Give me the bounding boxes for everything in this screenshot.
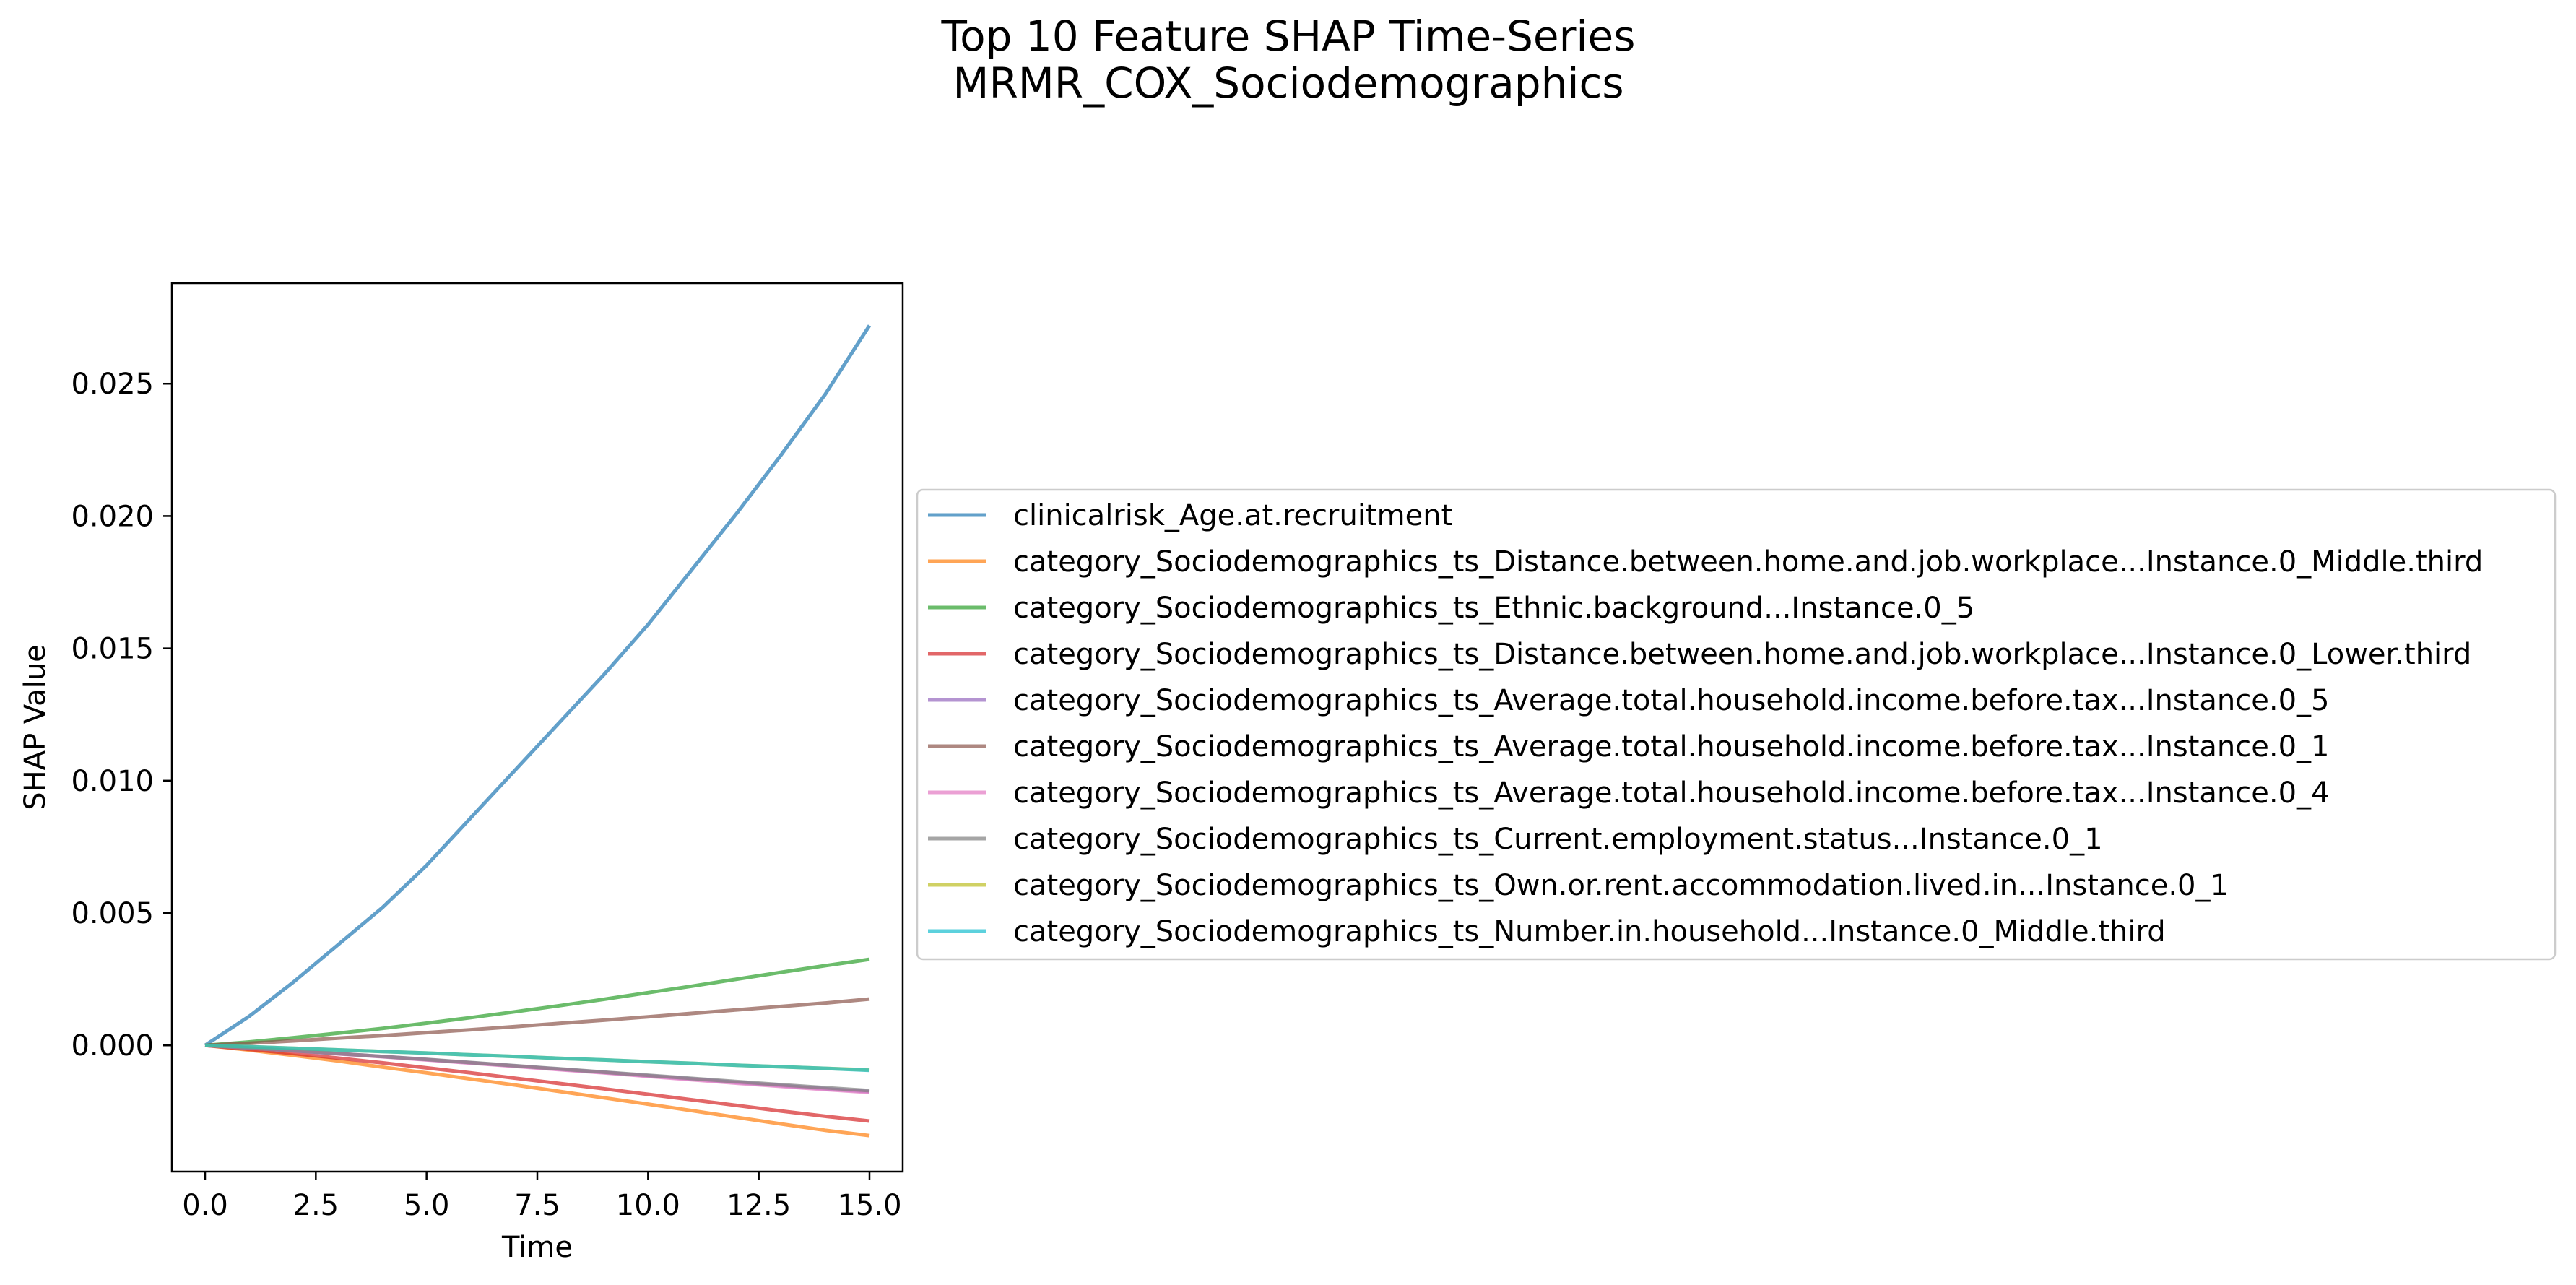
x-tick-label: 2.5 xyxy=(293,1189,339,1222)
series-line-4 xyxy=(204,1043,870,1123)
series-line-1 xyxy=(204,324,872,1047)
x-tick-label: 15.0 xyxy=(837,1189,901,1222)
legend-label-8: category_Sociodemographics_ts_Current.em… xyxy=(1013,823,2103,856)
legend-label-7: category_Sociodemographics_ts_Average.to… xyxy=(1013,776,2329,810)
x-tick-label: 5.0 xyxy=(404,1189,450,1222)
legend-label-1: clinicalrisk_Age.at.recruitment xyxy=(1013,499,1452,532)
x-axis: 0.0 2.5 5.0 7.5 10.0 12.5 15.0 xyxy=(182,1172,902,1222)
y-tick-label: 0.025 xyxy=(71,368,154,401)
legend-label-4: category_Sociodemographics_ts_Distance.b… xyxy=(1013,638,2471,671)
x-axis-label: Time xyxy=(501,1231,573,1264)
x-tick-label: 0.0 xyxy=(182,1189,228,1222)
chart-title: Top 10 Feature SHAP Time-Series xyxy=(941,12,1636,61)
plot-lines xyxy=(204,324,872,1138)
legend-frame xyxy=(916,488,2557,961)
y-tick-label: 0.015 xyxy=(71,633,154,666)
series-line-3 xyxy=(204,957,870,1047)
series-line-10 xyxy=(204,1043,870,1073)
y-tick-label: 0.005 xyxy=(71,897,154,930)
y-tick-label: 0.000 xyxy=(71,1029,154,1063)
series-line-6 xyxy=(204,997,870,1047)
x-tick-label: 10.0 xyxy=(616,1189,680,1222)
y-axis-label: SHAP Value xyxy=(19,644,52,810)
legend-label-5: category_Sociodemographics_ts_Average.to… xyxy=(1013,684,2329,717)
x-tick-label: 7.5 xyxy=(514,1189,560,1222)
legend-label-3: category_Sociodemographics_ts_Ethnic.bac… xyxy=(1013,592,1974,625)
legend-label-9: category_Sociodemographics_ts_Own.or.ren… xyxy=(1013,869,2229,902)
legend: clinicalrisk_Age.at.recruitment category_… xyxy=(916,488,2557,961)
x-tick-label: 12.5 xyxy=(727,1189,791,1222)
y-axis: 0.000 0.005 0.010 0.015 0.020 0.025 xyxy=(71,368,172,1063)
y-tick-label: 0.020 xyxy=(71,500,154,533)
legend-label-6: category_Sociodemographics_ts_Average.to… xyxy=(1013,730,2329,763)
series-line-8 xyxy=(204,1043,870,1093)
series-line-2 xyxy=(204,1043,870,1138)
y-tick-label: 0.010 xyxy=(71,765,154,798)
legend-label-10: category_Sociodemographics_ts_Number.in.… xyxy=(1013,915,2166,948)
chart-subtitle: MRMR_COX_Sociodemographics xyxy=(953,59,1623,108)
legend-label-2: category_Sociodemographics_ts_Distance.b… xyxy=(1013,545,2483,579)
